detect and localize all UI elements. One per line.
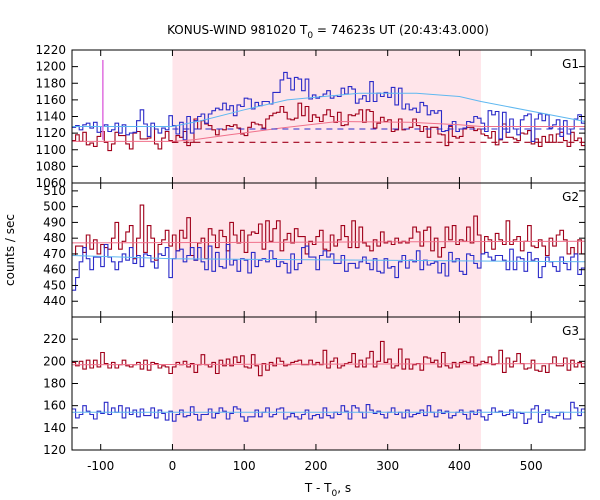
g1-ytick-label: 1200 [35,60,66,74]
g1-ytick-label: 1220 [35,43,66,57]
g1-g1-blue-line [72,71,585,142]
xtick-label: 200 [304,459,327,473]
chart-title: KONUS-WIND 981020 T0 = 74623s UT (20:43:… [167,23,489,41]
g2-panel-label: G2 [562,190,579,204]
g3-ytick-label: 200 [43,354,66,368]
g2-ytick-label: 510 [43,184,66,198]
g1-g1-red-fit-line [72,120,585,142]
xtick-label: 400 [448,459,471,473]
g2-g2-blue-fit-line [71,255,586,263]
g1-ytick-label: 1140 [35,110,66,124]
g2-ytick-label: 500 [43,200,66,214]
xtick-label: 100 [233,459,256,473]
g2-ytick-label: 440 [43,294,66,308]
g1-ytick-label: 1060 [35,176,66,190]
y-axis-label: counts / sec [3,214,17,286]
g2-ytick-label: 460 [43,263,66,277]
xtick-label: 500 [520,459,543,473]
g3-g3-red-fit-line [71,363,586,366]
axes-layer: G1106010801100112011401160118012001220G2… [35,43,586,473]
xtick-label: 0 [169,459,177,473]
g2-ytick-label: 490 [43,215,66,229]
g2-g2-red-fit-line [71,240,586,244]
g3-ytick-label: 120 [43,443,66,457]
g1-ytick-label: 1160 [35,93,66,107]
xtick-label: -100 [87,459,114,473]
g1-panel-label: G1 [562,57,579,71]
g3-panel-label: G3 [562,324,579,338]
g2-ytick-label: 480 [43,231,66,245]
xtick-label: 300 [376,459,399,473]
g3-ytick-label: 160 [43,399,66,413]
g3-ytick-label: 140 [43,421,66,435]
g1-g1-blue-fit-line [72,92,586,127]
g1-ytick-label: 1100 [35,143,66,157]
g1-ytick-label: 1180 [35,76,66,90]
x-axis-label: T - T0, s [304,481,351,499]
g1-g1-red-line [72,102,585,152]
g3-ytick-label: 220 [43,332,66,346]
g3-ytick-label: 180 [43,377,66,391]
g1-ytick-label: 1120 [35,126,66,140]
series-layer [71,71,586,424]
g1-ytick-label: 1080 [35,159,66,173]
g2-g2-red-line [72,204,585,261]
g2-ytick-label: 450 [43,278,66,292]
g2-ytick-label: 470 [43,247,66,261]
